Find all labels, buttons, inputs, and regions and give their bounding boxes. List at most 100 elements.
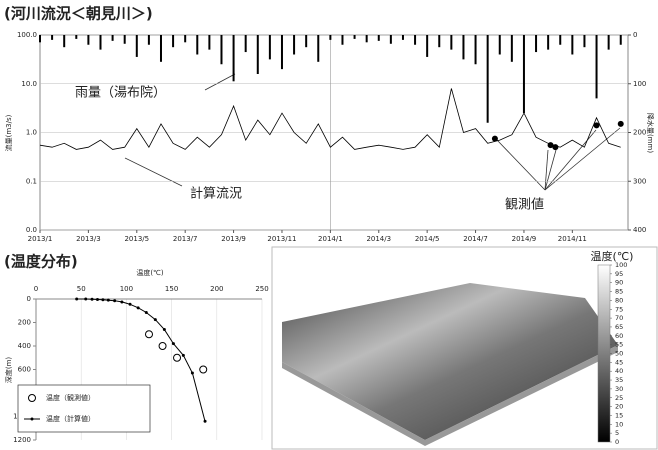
x-tick-label: 150 [165, 285, 178, 293]
y-tick-label: 1200 [13, 436, 31, 444]
rain-bar [450, 35, 452, 50]
legend-marker [29, 395, 36, 402]
calc-point [91, 298, 94, 301]
calc-point [191, 372, 194, 375]
rain-bar [136, 35, 138, 57]
colorbar-label: 45 [615, 358, 623, 366]
rain-bar [293, 35, 295, 55]
rain-bar [148, 35, 150, 45]
colorbar-label: 20 [615, 403, 623, 411]
colorbar-label: 15 [615, 411, 623, 419]
x-tick-label: 2014/5 [415, 235, 440, 243]
calc-point [107, 299, 110, 302]
rain-bar [390, 35, 392, 44]
y2-tick-label: 100 [633, 80, 646, 88]
figure: (河川流況＜朝見川＞) (温度分布) 流量(m3/s) 降水量(mm) 雨量（湯… [0, 0, 658, 450]
colorbar-label: 80 [615, 296, 623, 304]
y-axis-label: 流量(m3/s) [4, 114, 13, 151]
rain-bar [559, 35, 561, 45]
x-tick-label: 2013/11 [267, 235, 296, 243]
y-tick-label: 10.0 [21, 80, 37, 88]
colorbar-label: 50 [615, 350, 623, 358]
rain-bar [257, 35, 259, 74]
calc-point [163, 328, 166, 331]
observed-point [594, 122, 600, 128]
colorbar-label: 95 [615, 270, 623, 278]
rain-bar [220, 35, 222, 64]
calc-point [84, 298, 87, 301]
x-tick-label: 2013/9 [221, 235, 246, 243]
legend-box [18, 385, 150, 432]
x-tick-label: 2013/5 [124, 235, 149, 243]
rain-bar [402, 35, 404, 40]
rain-bar [75, 35, 77, 39]
rain-bar [269, 35, 271, 59]
colorbar-label: 25 [615, 394, 623, 402]
observed-point [618, 121, 624, 127]
rain-bar [499, 35, 501, 55]
y-tick-label: 100.0 [17, 31, 37, 39]
rain-bar [172, 35, 174, 47]
colorbar-label: 10 [615, 420, 623, 428]
observed-point [174, 354, 181, 361]
colorbar-label: 55 [615, 341, 623, 349]
colorbar-label: 40 [615, 367, 623, 375]
y-tick-label: 0.1 [26, 177, 37, 185]
y2-tick-label: 200 [633, 129, 646, 137]
colorbar-label: 30 [615, 385, 623, 393]
y2-tick-label: 0 [633, 31, 637, 39]
rain-bar [414, 35, 416, 45]
calc-point [154, 318, 157, 321]
observed-point [492, 136, 498, 142]
rain-bar [535, 35, 537, 52]
y-tick-label: 400 [18, 342, 31, 350]
rain-bar [523, 35, 525, 113]
rain-bar [583, 35, 585, 47]
colorbar-label: 70 [615, 314, 623, 322]
observed-point [552, 144, 558, 150]
x-tick-label: 2014/3 [366, 235, 391, 243]
calc-point [182, 354, 185, 357]
colorbar-label: 85 [615, 288, 623, 296]
rain-bar [487, 35, 489, 123]
y-tick-label: 600 [18, 366, 31, 374]
legend-label: 温度（観測値） [46, 393, 95, 402]
observed-point [159, 343, 166, 350]
y-tick-label: 200 [18, 319, 31, 327]
rain-bar [354, 35, 356, 39]
colorbar-label: 5 [615, 429, 619, 437]
y-tick-label: 0 [27, 295, 31, 303]
x-tick-label: 2014/11 [558, 235, 587, 243]
calc-point [129, 303, 132, 306]
rain-bar [571, 35, 573, 55]
rain-bar [305, 35, 307, 47]
calc-point [75, 298, 78, 301]
legend-marker [31, 418, 34, 421]
calc-point [172, 342, 175, 345]
rain-bar [160, 35, 162, 62]
y2-axis-label: 降水量(mm) [646, 113, 655, 153]
x-tick-label: 0 [34, 285, 38, 293]
rain-bar [511, 35, 513, 62]
rain-bar [99, 35, 101, 50]
rain-bar [112, 35, 114, 41]
x-tick-label: 100 [120, 285, 133, 293]
rain-bar [329, 35, 331, 40]
rain-bar [366, 35, 368, 42]
chart-title: (温度分布) [4, 253, 78, 271]
x-tick-label: 250 [255, 285, 268, 293]
rain-bar [475, 35, 477, 64]
y-tick-label: 1.0 [26, 129, 37, 137]
x-tick-label: 50 [77, 285, 86, 293]
rain-bar [317, 35, 319, 62]
rain-bar [39, 35, 41, 42]
rain-bar [245, 35, 247, 52]
rain-bar [426, 35, 428, 57]
legend-label: 温度（計算値） [46, 414, 95, 423]
x-tick-label: 2013/3 [76, 235, 101, 243]
calc-point [145, 311, 148, 314]
colorbar-label: 60 [615, 332, 623, 340]
rain-bar [462, 35, 464, 59]
rain-bar [233, 35, 235, 81]
x-tick-label: 2013/7 [173, 235, 198, 243]
